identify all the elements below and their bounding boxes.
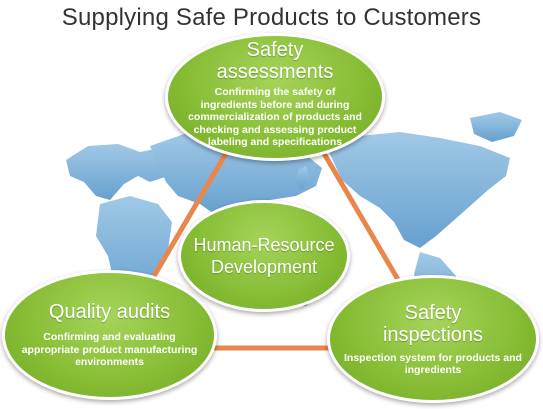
japan-landmass bbox=[296, 166, 310, 190]
greenland-landmass bbox=[470, 112, 522, 142]
safety-assessments-node: Safety assessments Confirming the safety… bbox=[165, 33, 385, 161]
safety-assessments-desc-line3: commercialization of products and bbox=[188, 111, 362, 124]
safety-inspections-heading-line2: inspections bbox=[382, 323, 484, 346]
safety-inspections-heading-line1: Safety bbox=[404, 301, 462, 324]
safety-assessments-desc-line1: Confirming the safety of bbox=[214, 86, 336, 99]
safety-assessments-desc-line4: checking and assessing product bbox=[193, 123, 357, 136]
europe-africa-landmass bbox=[66, 144, 172, 200]
safety-inspections-node: Safety inspections Inspection system for… bbox=[327, 275, 539, 403]
safety-assessments-desc-line5: labeling and specifications bbox=[207, 136, 343, 149]
safety-assessments-heading-line1: Safety bbox=[246, 39, 304, 62]
human-resource-development-node: Human-Resource Development bbox=[178, 200, 350, 312]
quality-audits-desc-line3: environments bbox=[75, 356, 144, 369]
safety-assessments-heading-line2: assessments bbox=[216, 61, 334, 84]
quality-audits-desc-line1: Confirming and evaluating bbox=[43, 331, 176, 344]
page-title: Supplying Safe Products to Customers bbox=[61, 4, 482, 31]
human-resource-heading-line1: Human-Resource bbox=[193, 235, 335, 255]
safety-inspections-desc-line1: Inspection system for products and bbox=[344, 351, 522, 364]
safety-inspections-desc-line2: ingredients bbox=[404, 364, 462, 376]
quality-audits-node: Quality audits Confirming and evaluating… bbox=[2, 270, 217, 400]
quality-audits-heading: Quality audits bbox=[48, 301, 171, 324]
north-america-landmass bbox=[328, 132, 510, 248]
quality-audits-desc-line2: appropriate product manufacturing bbox=[21, 343, 198, 356]
safety-assessments-desc-line2: ingredients before and during bbox=[200, 98, 350, 111]
connector-assessments-to-inspections bbox=[319, 147, 413, 303]
human-resource-heading-line2: Development bbox=[210, 257, 318, 277]
connector-assessments-to-audits bbox=[137, 147, 231, 303]
